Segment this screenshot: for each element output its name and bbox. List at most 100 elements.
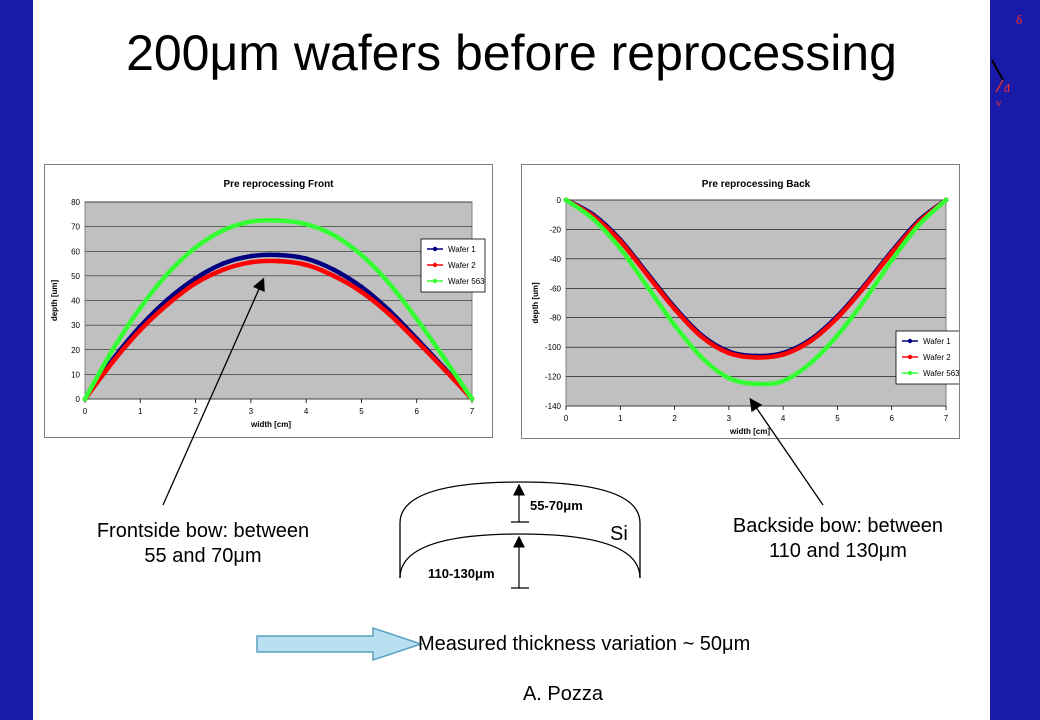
chart-front: Pre reprocessing Front 0 10 20 30 40 50 60 70 80 0… bbox=[44, 164, 493, 438]
data-point bbox=[276, 258, 281, 264]
y-tick-label: 0 bbox=[76, 395, 81, 404]
x-tick-label: 7 bbox=[470, 407, 475, 416]
data-point bbox=[563, 197, 569, 203]
svg-text:ν: ν bbox=[996, 97, 1001, 109]
x-tick-label: 0 bbox=[564, 414, 569, 423]
legend-marker bbox=[432, 278, 438, 284]
data-point bbox=[469, 396, 475, 402]
data-point bbox=[441, 355, 447, 361]
data-point bbox=[276, 218, 281, 223]
x-tick-label: 6 bbox=[414, 407, 419, 416]
y-tick-label: 30 bbox=[71, 321, 80, 330]
data-point bbox=[82, 396, 88, 402]
data-point bbox=[248, 259, 254, 265]
x-tick-label: 2 bbox=[193, 407, 198, 416]
y-tick-label: 50 bbox=[71, 272, 80, 281]
y-tick-label: 40 bbox=[71, 297, 80, 306]
y-tick-label: 60 bbox=[71, 247, 80, 256]
data-point bbox=[862, 297, 867, 303]
x-tick-label: 1 bbox=[618, 414, 623, 423]
diagram-bottom-label: 110-130μm bbox=[428, 566, 495, 581]
data-point bbox=[645, 272, 650, 278]
legend-marker bbox=[907, 370, 913, 376]
y-tick-label: -120 bbox=[545, 373, 562, 382]
data-point bbox=[359, 252, 364, 258]
data-point bbox=[303, 262, 309, 268]
data-point bbox=[617, 246, 623, 251]
back-callout: Backside bow: between 110 and 130μm bbox=[693, 514, 983, 564]
legend-entry: Wafer 2 bbox=[923, 353, 951, 362]
data-point bbox=[165, 271, 171, 276]
data-point bbox=[441, 367, 447, 372]
x-tick-label: 6 bbox=[889, 414, 894, 423]
x-tick-label: 7 bbox=[944, 414, 949, 423]
right-band bbox=[990, 0, 1040, 720]
data-point bbox=[331, 273, 337, 279]
wafer-diagram: 55-70μm 110-130μm Si bbox=[399, 481, 641, 589]
y-tick-label: 0 bbox=[557, 196, 562, 205]
x-tick-label: 5 bbox=[835, 414, 840, 423]
data-point bbox=[276, 252, 281, 258]
chart-back-svg: Pre reprocessing Back 0 -20 -40 -60 -80 -100 -1… bbox=[531, 179, 959, 436]
data-point bbox=[220, 227, 226, 233]
data-point bbox=[645, 284, 650, 290]
data-point bbox=[386, 311, 392, 317]
legend-marker bbox=[907, 354, 913, 360]
data-point bbox=[414, 338, 420, 344]
data-point bbox=[220, 261, 226, 266]
legend-marker bbox=[907, 338, 913, 344]
data-point bbox=[165, 301, 171, 307]
y-tick-label: -60 bbox=[549, 284, 561, 293]
front-callout-line1: Frontside bow: between bbox=[96, 520, 310, 542]
data-point bbox=[753, 381, 759, 387]
back-callout-line2: 110 and 130μm bbox=[769, 540, 907, 562]
legend-entry: Wafer 2 bbox=[448, 261, 476, 270]
data-point bbox=[672, 306, 677, 312]
y-tick-label: 80 bbox=[71, 198, 80, 207]
data-point bbox=[699, 355, 705, 360]
y-axis-label: depth [um] bbox=[531, 282, 540, 324]
y-tick-label: -100 bbox=[545, 343, 562, 352]
data-point bbox=[726, 375, 732, 381]
data-point bbox=[889, 250, 895, 256]
chart-title: Pre reprocessing Front bbox=[223, 179, 334, 190]
data-point bbox=[943, 197, 949, 203]
y-tick-label: 10 bbox=[71, 370, 80, 379]
data-point bbox=[590, 216, 596, 222]
data-point bbox=[916, 222, 922, 228]
front-callout-line2: 55 and 70μm bbox=[144, 545, 262, 567]
block-arrow bbox=[256, 626, 424, 662]
data-point bbox=[110, 347, 116, 353]
author: A. Pozza bbox=[522, 683, 604, 705]
data-point bbox=[386, 280, 392, 286]
x-axis-label: width [cm] bbox=[250, 420, 291, 429]
legend-entry: Wafer 563 bbox=[448, 277, 485, 286]
front-callout: Frontside bow: between 55 and 70μm bbox=[63, 519, 343, 569]
plot-area bbox=[565, 199, 947, 407]
wafer-bottom-arc bbox=[399, 533, 641, 579]
data-point bbox=[753, 355, 759, 360]
diagram-material-label: Si bbox=[610, 523, 628, 545]
x-tick-label: 4 bbox=[304, 407, 309, 416]
slide: 200μm wafers before reprocessing Pre rep… bbox=[33, 0, 990, 720]
y-tick-label: 20 bbox=[71, 346, 80, 355]
data-point bbox=[835, 315, 840, 321]
x-tick-label: 3 bbox=[249, 407, 254, 416]
data-point bbox=[248, 219, 254, 225]
data-point bbox=[137, 305, 143, 311]
data-point bbox=[303, 256, 309, 262]
diagram-top-label: 55-70μm bbox=[530, 498, 583, 513]
y-tick-label: -80 bbox=[549, 314, 561, 323]
y-tick-label: -140 bbox=[545, 402, 562, 411]
x-tick-label: 0 bbox=[83, 407, 88, 416]
data-point bbox=[807, 360, 813, 366]
chart-front-svg: Pre reprocessing Front 0 10 20 30 40 50 60 70 80 0… bbox=[50, 179, 486, 429]
data-point bbox=[617, 238, 623, 244]
data-point bbox=[807, 338, 813, 344]
data-point bbox=[780, 378, 786, 384]
legend-marker bbox=[432, 246, 438, 252]
svg-text:đ: đ bbox=[1004, 81, 1010, 95]
data-point bbox=[699, 334, 705, 340]
data-point bbox=[331, 232, 337, 238]
back-callout-line1: Backside bow: between bbox=[732, 515, 944, 537]
